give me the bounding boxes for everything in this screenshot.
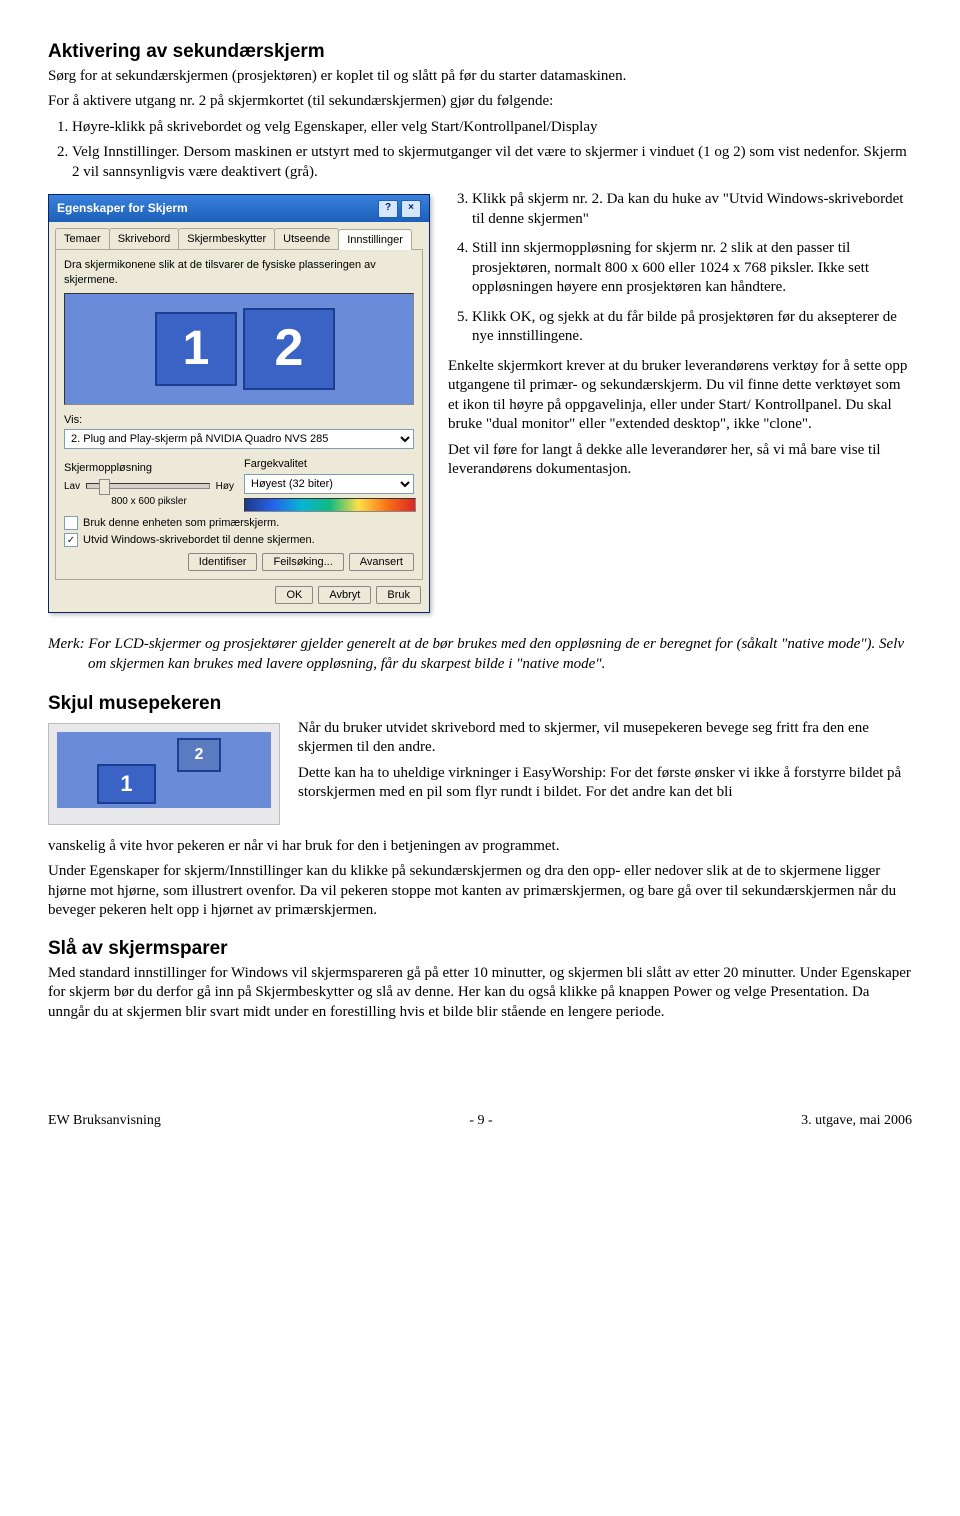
step-1: Høyre-klikk på skrivebordet og velg Egen… — [72, 118, 912, 138]
resolution-value: 800 x 600 piksler — [64, 495, 234, 508]
res-high: Høy — [216, 480, 234, 493]
step-5: Klikk OK, og sjekk at du får bilde på pr… — [472, 308, 912, 347]
tab-screensaver[interactable]: Skjermbeskytter — [178, 228, 275, 249]
tab-themes[interactable]: Temaer — [55, 228, 110, 249]
dialog-title: Egenskaper for Skjerm — [57, 201, 188, 217]
drag-instruction: Dra skjermikonene slik at de tilsvarer d… — [64, 258, 414, 287]
page-footer: EW Bruksanvisning - 9 - 3. utgave, mai 2… — [48, 1112, 912, 1130]
step-3: Klikk på skjerm nr. 2. Da kan du huke av… — [472, 190, 912, 229]
monitor-1[interactable]: 1 — [155, 312, 237, 386]
display-label: Vis: — [64, 413, 414, 427]
tab-appearance[interactable]: Utseende — [274, 228, 339, 249]
vendor-tool-paragraph: Enkelte skjermkort krever at du bruker l… — [448, 357, 912, 435]
display-select[interactable]: 2. Plug and Play-skjerm på NVIDIA Quadro… — [64, 429, 414, 449]
res-low: Lav — [64, 480, 80, 493]
primary-checkbox-row[interactable]: Bruk denne enheten som primærskjerm. — [64, 516, 414, 530]
resolution-label: Skjermoppløsning — [64, 461, 234, 475]
quality-label: Fargekvalitet — [244, 457, 414, 471]
dialog-titlebar: Egenskaper for Skjerm ? × — [49, 195, 429, 222]
intro-paragraph-1: Sørg for at sekundærskjermen (prosjektør… — [48, 67, 912, 87]
cancel-button[interactable]: Avbryt — [318, 586, 371, 604]
resolution-slider[interactable] — [86, 483, 210, 489]
extend-checkbox-label: Utvid Windows-skrivebordet til denne skj… — [83, 533, 315, 547]
footer-right: 3. utgave, mai 2006 — [801, 1112, 912, 1130]
apply-button[interactable]: Bruk — [376, 586, 421, 604]
slider-thumb[interactable] — [99, 479, 110, 495]
extend-checkbox[interactable]: ✓ — [64, 533, 78, 547]
footer-page: - 9 - — [469, 1112, 492, 1130]
steps-right-list: Klikk på skjerm nr. 2. Da kan du huke av… — [448, 190, 912, 347]
native-mode-note: Merk: For LCD-skjermer og prosjektører g… — [48, 635, 912, 674]
identify-button[interactable]: Identifiser — [188, 553, 258, 571]
display-properties-dialog: Egenskaper for Skjerm ? × Temaer Skriveb… — [48, 194, 430, 613]
screensaver-paragraph: Med standard innstillinger for Windows v… — [48, 964, 912, 1023]
tab-desktop[interactable]: Skrivebord — [109, 228, 180, 249]
heading-hide-mouse: Skjul musepekeren — [48, 692, 912, 717]
primary-checkbox[interactable] — [64, 516, 78, 530]
dialog-tabs: Temaer Skrivebord Skjermbeskytter Utseen… — [49, 222, 429, 249]
illus-monitor-1: 1 — [97, 764, 156, 804]
extend-checkbox-row[interactable]: ✓ Utvid Windows-skrivebordet til denne s… — [64, 533, 414, 547]
step-4: Still inn skjermoppløsning for skjerm nr… — [472, 239, 912, 298]
primary-checkbox-label: Bruk denne enheten som primærskjerm. — [83, 516, 279, 530]
step-2: Velg Innstillinger. Dersom maskinen er u… — [72, 143, 912, 182]
footer-left: EW Bruksanvisning — [48, 1112, 161, 1130]
ok-button[interactable]: OK — [275, 586, 313, 604]
heading-screensaver: Slå av skjermsparer — [48, 937, 912, 962]
heading-activate: Aktivering av sekundærskjerm — [48, 40, 912, 65]
color-quality-select[interactable]: Høyest (32 biter) — [244, 474, 414, 494]
help-icon[interactable]: ? — [378, 200, 398, 218]
mouse-paragraph-4: Under Egenskaper for skjerm/Innstillinge… — [48, 862, 912, 921]
color-band — [244, 498, 416, 512]
troubleshoot-button[interactable]: Feilsøking... — [262, 553, 343, 571]
corner-arrangement-illustration: 1 2 — [48, 723, 280, 825]
tab-settings[interactable]: Innstillinger — [338, 229, 412, 250]
advanced-button[interactable]: Avansert — [349, 553, 414, 571]
close-icon[interactable]: × — [401, 200, 421, 218]
monitor-preview[interactable]: 1 2 — [64, 293, 414, 405]
settings-panel: Dra skjermikonene slik at de tilsvarer d… — [55, 249, 423, 580]
steps-top-list: Høyre-klikk på skrivebordet og velg Egen… — [48, 118, 912, 183]
monitor-2[interactable]: 2 — [243, 308, 335, 390]
vendor-doc-paragraph: Det vil føre for langt å dekke alle leve… — [448, 441, 912, 480]
intro-paragraph-2: For å aktivere utgang nr. 2 på skjermkor… — [48, 92, 912, 112]
illus-monitor-2: 2 — [177, 738, 221, 772]
mouse-paragraph-3: vanskelig å vite hvor pekeren er når vi … — [48, 837, 912, 857]
